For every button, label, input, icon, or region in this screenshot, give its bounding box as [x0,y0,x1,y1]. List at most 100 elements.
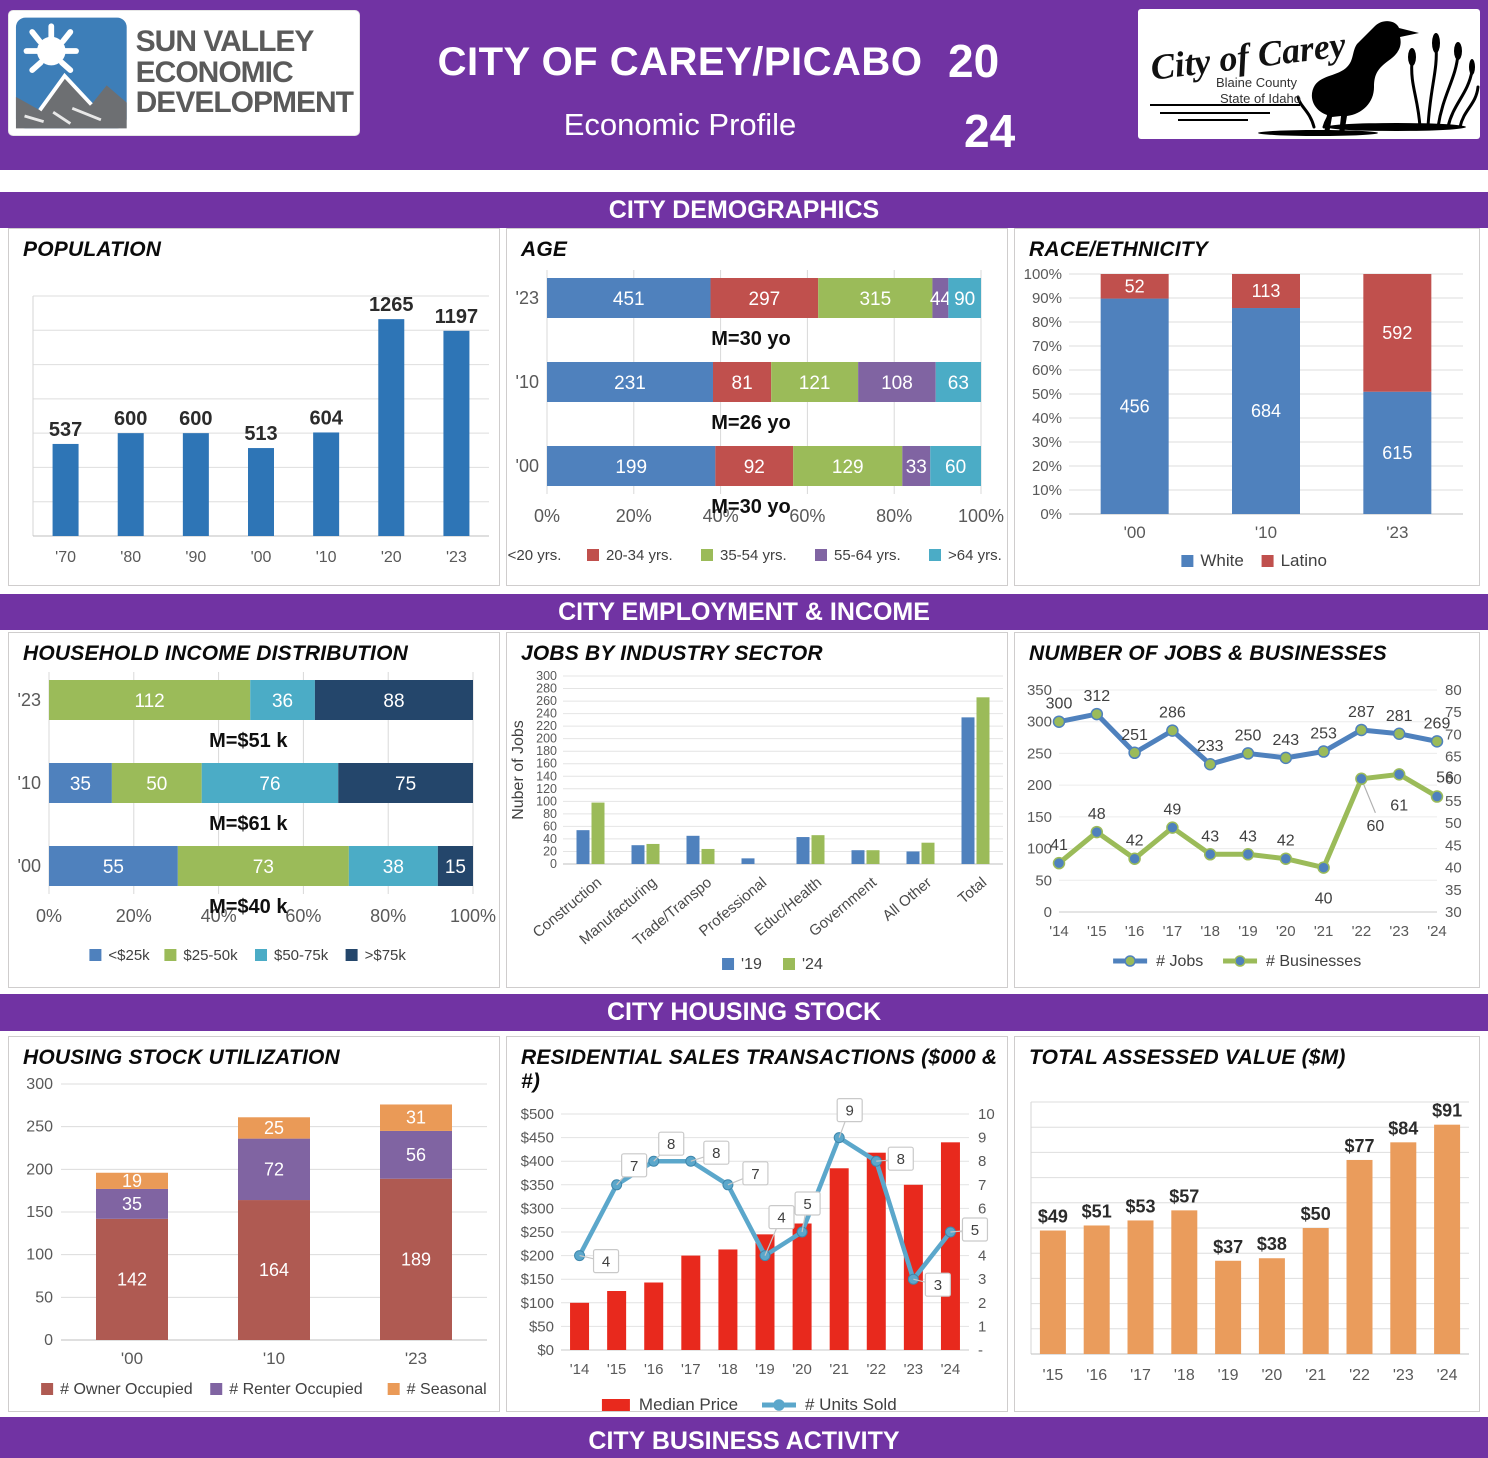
svg-text:300: 300 [1046,696,1073,713]
svg-text:$300: $300 [521,1200,554,1217]
svg-text:0: 0 [44,1332,53,1349]
svg-text:0: 0 [550,857,557,871]
svg-text:$25-50k: $25-50k [183,947,238,964]
svg-text:70: 70 [1445,726,1462,743]
svg-text:'24: '24 [1437,1367,1458,1384]
svg-text:100: 100 [26,1247,53,1264]
svg-text:'23: '23 [1386,523,1408,542]
svg-text:'16: '16 [644,1361,664,1378]
svg-text:199: 199 [615,457,647,478]
svg-text:92: 92 [744,457,765,478]
svg-text:'21: '21 [829,1361,849,1378]
org-line-3: DEVELOPMENT [135,86,354,120]
svg-text:40: 40 [543,832,557,846]
svg-text:253: 253 [1310,726,1337,743]
svg-text:160: 160 [536,757,557,771]
panel-race-ethnicity: RACE/ETHNICITY 0% 10% 20% 30% 40% 50% 60% 70% 80… [1014,228,1480,586]
seal-county: Blaine County [1216,75,1297,90]
svg-text:<$25k: <$25k [108,947,150,964]
housing-stock-chart: 0 50 100 150 200 250 300 142 35 19 '00 164 72 25 '10 18… [9,1072,499,1402]
svg-text:451: 451 [613,289,645,310]
svg-text:8: 8 [978,1153,986,1170]
svg-text:240: 240 [536,707,557,721]
svg-text:40%: 40% [201,906,237,926]
svg-text:20%: 20% [1032,458,1062,475]
svg-text:'18: '18 [1174,1367,1195,1384]
svg-text:0%: 0% [1040,506,1062,523]
svg-text:$100: $100 [521,1295,554,1312]
svg-text:120: 120 [536,782,557,796]
svg-text:30: 30 [1445,904,1462,921]
svg-text:615: 615 [1382,443,1412,463]
svg-text:All Other: All Other [879,874,935,925]
panel-jobs-businesses: NUMBER OF JOBS & BUSINESSES 0 50 100 150 200… [1014,632,1480,988]
svg-text:140: 140 [536,769,557,783]
sun-mountain-icon [15,17,127,129]
svg-text:600: 600 [114,408,147,430]
svg-text:'17: '17 [1163,923,1183,940]
svg-text:$250: $250 [521,1224,554,1241]
svg-text:'10: '10 [263,1349,285,1368]
svg-text:45: 45 [1445,837,1462,854]
svg-text:'00: '00 [18,856,41,876]
svg-text:'23: '23 [1389,923,1409,940]
svg-text:$450: $450 [521,1130,554,1147]
panel-population: POPULATION 537 '70 600 '80 600 '90 513 '00 604 '1… [8,228,500,586]
svg-text:456: 456 [1120,396,1150,416]
svg-text:4: 4 [777,1210,785,1227]
svg-text:250: 250 [1027,745,1052,762]
svg-text:250: 250 [1235,727,1262,744]
svg-text:# Seasonal: # Seasonal [407,1381,487,1398]
svg-text:60%: 60% [1032,362,1062,379]
header: SUN VALLEY ECONOMIC DEVELOPMENT CITY OF … [0,0,1488,170]
svg-text:'00: '00 [516,456,539,476]
svg-text:80: 80 [543,807,557,821]
svg-text:'21: '21 [1305,1367,1326,1384]
svg-text:5: 5 [971,1222,979,1239]
svg-text:65: 65 [1445,749,1462,766]
svg-text:0%: 0% [36,906,62,926]
svg-text:$50: $50 [529,1318,554,1335]
svg-text:61: 61 [1390,797,1408,814]
svg-text:20%: 20% [616,506,652,526]
svg-text:60: 60 [1445,771,1462,788]
svg-text:'23: '23 [1393,1367,1414,1384]
svg-text:40%: 40% [703,506,739,526]
svg-text:600: 600 [179,408,212,430]
svg-text:63: 63 [948,373,969,394]
svg-text:233: 233 [1197,738,1224,755]
svg-text:90%: 90% [1032,290,1062,307]
svg-text:35-54 yrs.: 35-54 yrs. [720,547,787,564]
svg-text:189: 189 [401,1249,431,1269]
svg-text:49: 49 [1164,802,1182,819]
svg-text:'18: '18 [718,1361,738,1378]
header-titles: CITY OF CAREY/PICABO Economic Profile [430,0,930,170]
svg-text:M=$61 k: M=$61 k [209,813,288,835]
svg-text:'00: '00 [121,1349,143,1368]
svg-text:56: 56 [406,1145,426,1165]
jobs-businesses-chart: 0 50 100 150 200 250 300 350 30 35 40 45 50 55 60 65 70 7… [1015,668,1479,976]
svg-text:$91: $91 [1432,1101,1462,1121]
svg-text:108: 108 [881,373,913,394]
svg-text:'17: '17 [1130,1367,1151,1384]
svg-text:'20: '20 [381,549,402,566]
svg-text:287: 287 [1348,704,1375,721]
svg-text:'23: '23 [18,690,41,710]
svg-text:'23: '23 [446,549,467,566]
svg-text:52: 52 [1125,276,1145,296]
svg-text:'16: '16 [1086,1367,1107,1384]
svg-text:19: 19 [122,1171,142,1191]
svg-text:7: 7 [751,1166,759,1183]
chart-title-housing: HOUSING STOCK UTILIZATION [23,1046,340,1069]
chart-title-assessed: TOTAL ASSESSED VALUE ($M) [1029,1046,1346,1069]
svg-text:4: 4 [602,1254,610,1271]
svg-text:76: 76 [259,774,280,795]
svg-text:20: 20 [543,844,557,858]
page-subtitle: Economic Profile [563,107,797,142]
svg-text:Median Price: Median Price [639,1395,738,1414]
svg-text:260: 260 [536,694,557,708]
chart-title-age: AGE [521,238,568,261]
population-chart: 537 '70 600 '80 600 '90 513 '00 604 '10 1265 '20 119… [9,264,499,580]
svg-text:10: 10 [978,1106,995,1123]
